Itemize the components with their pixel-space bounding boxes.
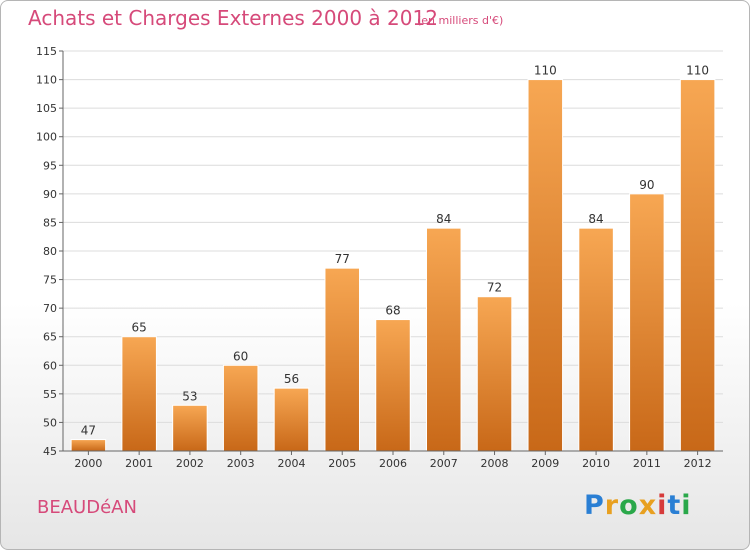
bars xyxy=(70,79,716,452)
y-tick-label: 80 xyxy=(43,245,57,258)
data-label-2009: 110 xyxy=(534,64,557,78)
y-tick-label: 100 xyxy=(36,131,57,144)
data-label-2004: 56 xyxy=(284,372,299,386)
x-tick-label-2003: 2003 xyxy=(227,457,255,470)
logo-letter: x xyxy=(638,490,658,521)
x-tick-label-2000: 2000 xyxy=(74,457,102,470)
y-tick-label: 60 xyxy=(43,359,57,372)
bar-2009 xyxy=(527,79,564,452)
bar-2002 xyxy=(172,404,208,452)
y-tick-label: 50 xyxy=(43,416,57,429)
data-label-2006: 68 xyxy=(385,304,400,318)
bar-2006 xyxy=(375,319,411,452)
x-tick-label-2001: 2001 xyxy=(125,457,153,470)
data-label-2002: 53 xyxy=(182,389,197,403)
y-tick-label: 110 xyxy=(36,74,57,87)
logo-letter: i xyxy=(681,490,692,521)
data-label-2011: 90 xyxy=(639,178,654,192)
logo-letter: P xyxy=(584,490,605,521)
y-tick-label: 55 xyxy=(43,388,57,401)
chart-title: Achats et Charges Externes 2000 à 2012 xyxy=(28,6,438,30)
y-tick-label: 70 xyxy=(43,302,57,315)
y-tick-label: 95 xyxy=(43,159,57,172)
x-tick-label-2006: 2006 xyxy=(379,457,407,470)
bar-2012 xyxy=(679,79,716,452)
bar-2005 xyxy=(324,267,360,452)
x-tick-label-2005: 2005 xyxy=(328,457,356,470)
x-tick-label-2010: 2010 xyxy=(582,457,610,470)
y-tick-label: 75 xyxy=(43,274,57,287)
data-labels: 47 65 53 60 56 77 68 84 72 110 84 90 110 xyxy=(81,64,709,438)
logo-letter: t xyxy=(667,490,682,521)
logo-letter: o xyxy=(619,490,639,521)
data-label-2000: 47 xyxy=(81,424,96,438)
bar-2010 xyxy=(578,227,614,452)
x-tick-label-2011: 2011 xyxy=(633,457,661,470)
x-axis-ticks: 2000 2001 2002 2003 2004 2005 2006 2007 2008 2009… xyxy=(74,451,712,470)
data-label-2005: 77 xyxy=(335,252,350,266)
data-label-2003: 60 xyxy=(233,349,248,363)
data-label-2001: 65 xyxy=(132,321,147,335)
x-tick-label-2004: 2004 xyxy=(277,457,305,470)
bar-2003 xyxy=(222,364,259,452)
bar-2004 xyxy=(273,387,310,452)
y-tick-label: 45 xyxy=(43,445,57,458)
y-tick-label: 90 xyxy=(43,188,57,201)
x-tick-label-2012: 2012 xyxy=(684,457,712,470)
logo-letter: i xyxy=(657,490,668,521)
y-tick-label: 105 xyxy=(36,102,57,115)
bar-2008 xyxy=(476,296,513,452)
data-label-2010: 84 xyxy=(588,212,603,226)
y-tick-label: 115 xyxy=(36,45,57,58)
commune-name: BEAUDéAN xyxy=(37,497,137,518)
data-label-2012: 110 xyxy=(686,64,709,78)
y-tick-label: 85 xyxy=(43,216,57,229)
bar-2000 xyxy=(70,439,107,452)
x-tick-label-2007: 2007 xyxy=(430,457,458,470)
bar-2007 xyxy=(426,227,462,452)
bar-2011 xyxy=(629,193,665,452)
x-tick-label-2009: 2009 xyxy=(531,457,559,470)
x-tick-label-2008: 2008 xyxy=(481,457,509,470)
y-tick-label: 65 xyxy=(43,331,57,344)
data-label-2007: 84 xyxy=(436,212,451,226)
bar-2001 xyxy=(121,336,157,452)
logo-letter: r xyxy=(604,490,620,521)
data-label-2008: 72 xyxy=(487,281,502,295)
x-tick-label-2002: 2002 xyxy=(176,457,204,470)
chart-unit-note: (en milliers d'€) xyxy=(417,14,504,27)
y-axis-ticks: 45 50 55 60 65 70 75 80 85 90 95 100 105 110 115 xyxy=(36,45,63,458)
proxiti-logo[interactable]: Proxiti xyxy=(584,490,692,521)
